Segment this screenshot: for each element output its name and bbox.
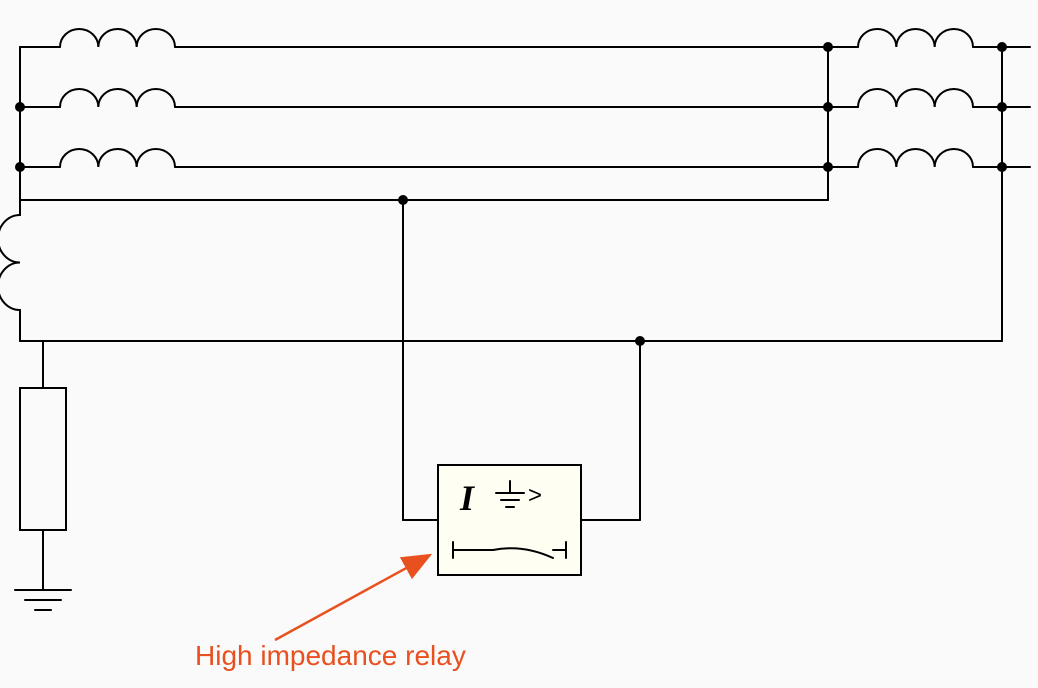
svg-text:I: I: [459, 478, 476, 518]
svg-text:>: >: [528, 482, 542, 509]
schematic-svg: I>: [0, 0, 1038, 688]
circuit-diagram: I> High impedance relay: [0, 0, 1038, 688]
relay-label: High impedance relay: [195, 640, 466, 672]
